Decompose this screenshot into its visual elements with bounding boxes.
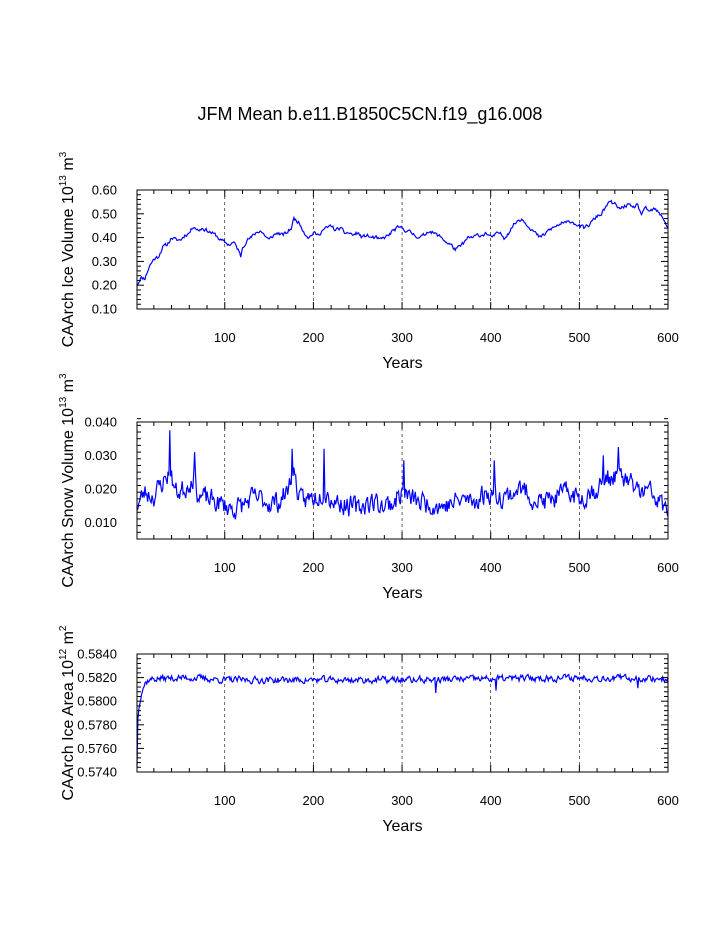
x-tick-label: 500 [569, 330, 591, 345]
y-tick-label: 0.5740 [77, 765, 117, 780]
series-line-area [136, 672, 669, 767]
series-line-volume [136, 199, 669, 287]
y-tick-label: 0.5800 [77, 694, 117, 709]
x-axis-label: Years [382, 818, 422, 835]
x-tick-label: 600 [657, 560, 679, 575]
y-tick-label: 0.60 [92, 183, 117, 198]
y-tick-label: 0.030 [84, 448, 117, 463]
y-tick-label: 0.040 [84, 415, 117, 430]
x-tick-label: 400 [480, 330, 502, 345]
x-tick-label: 200 [303, 560, 325, 575]
y-tick-label: 0.5780 [77, 717, 117, 732]
panel-snow: 100 200 300 400 500 600 Years 0.010 0.020 0.030 0.… [58, 373, 679, 602]
panel-volume: 100 200 300 400 500 600 Years 0.10 0.20 0.30 0.40 0… [58, 151, 679, 372]
y-axis-label: CAArch Ice Volume 1013 m3 [58, 151, 77, 347]
plot-panels: 100 200 300 400 500 600 Years 0.10 0.20 0.30 0.40 0… [58, 151, 679, 835]
x-tick-label: 600 [657, 330, 679, 345]
x-tick-label: 200 [303, 330, 325, 345]
x-tick-label: 100 [214, 560, 236, 575]
y-tick-label: 0.5760 [77, 741, 117, 756]
y-tick-label: 0.020 [84, 481, 117, 496]
y-tick-label: 0.50 [92, 206, 117, 221]
x-tick-label: 500 [569, 560, 591, 575]
y-tick-label: 0.10 [92, 302, 117, 317]
x-tick-label: 100 [214, 793, 236, 808]
panel-area: 100 200 300 400 500 600 Years 0.5740 0.5760 0.578… [58, 625, 679, 835]
plot-frame [136, 421, 669, 540]
x-tick-label: 400 [480, 560, 502, 575]
plot-frame [136, 189, 669, 310]
figure-title: JFM Mean b.e11.B1850C5CN.f19_g16.008 [198, 104, 543, 125]
y-tick-label: 0.20 [92, 278, 117, 293]
x-tick-label: 400 [480, 793, 502, 808]
x-tick-label: 200 [303, 793, 325, 808]
series-line-snow [136, 430, 669, 520]
x-axis-label: Years [382, 355, 422, 372]
plot-frame [136, 653, 669, 773]
x-axis-label: Years [382, 585, 422, 602]
x-tick-label: 300 [391, 330, 413, 345]
y-tick-label: 0.010 [84, 515, 117, 530]
x-tick-label: 500 [569, 793, 591, 808]
y-axis-label: CAArch Ice Area 1012 m2 [58, 625, 77, 800]
x-tick-label: 600 [657, 793, 679, 808]
x-tick-label: 300 [391, 560, 413, 575]
y-axis-label: CAArch Snow Volume 1013 m3 [58, 373, 77, 588]
y-tick-label: 0.40 [92, 230, 117, 245]
y-tick-label: 0.5820 [77, 670, 117, 685]
y-tick-label: 0.30 [92, 254, 117, 269]
x-tick-label: 100 [214, 330, 236, 345]
x-tick-label: 300 [391, 793, 413, 808]
y-tick-label: 0.5840 [77, 647, 117, 662]
